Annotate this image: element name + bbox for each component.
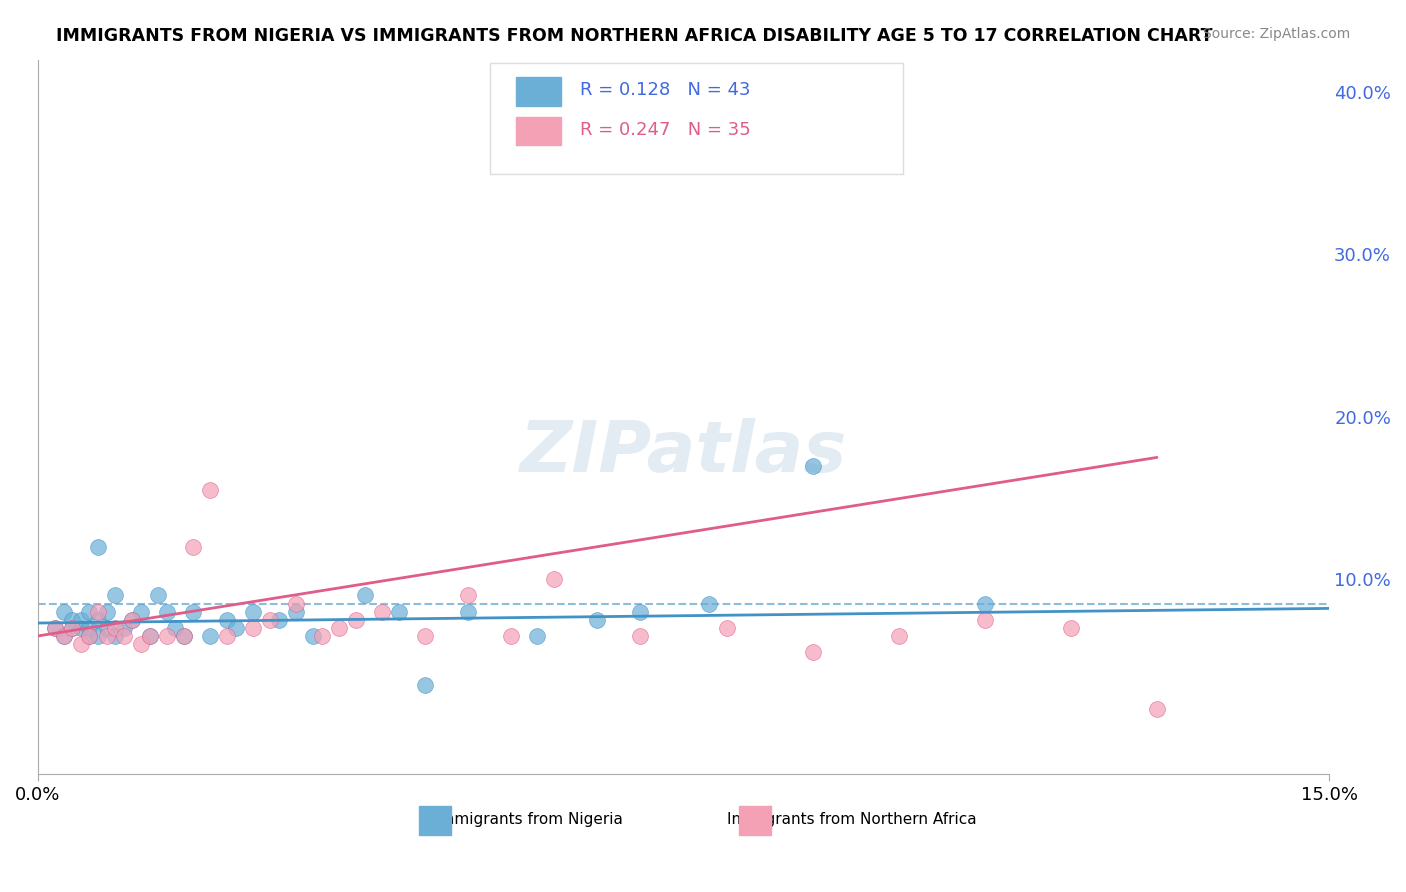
Point <box>457 589 479 603</box>
Point <box>104 629 127 643</box>
Point <box>328 621 350 635</box>
Point <box>302 629 325 643</box>
Point <box>887 629 910 643</box>
Point <box>52 605 75 619</box>
Point <box>52 629 75 643</box>
Point <box>1146 702 1168 716</box>
Point <box>628 605 651 619</box>
Point <box>87 629 110 643</box>
Point <box>526 629 548 643</box>
Point <box>156 605 179 619</box>
Point <box>181 605 204 619</box>
Point <box>285 605 308 619</box>
Point <box>69 613 91 627</box>
Bar <box>740 806 772 835</box>
Point <box>52 629 75 643</box>
Text: R = 0.128   N = 43: R = 0.128 N = 43 <box>581 81 751 99</box>
Point <box>112 621 135 635</box>
Text: Source: ZipAtlas.com: Source: ZipAtlas.com <box>1202 27 1350 41</box>
Point <box>354 589 377 603</box>
Point <box>60 621 83 635</box>
Point <box>801 645 824 659</box>
Point <box>156 629 179 643</box>
Text: ZIPatlas: ZIPatlas <box>520 418 848 487</box>
Point <box>87 605 110 619</box>
Point <box>501 629 523 643</box>
Point <box>311 629 333 643</box>
Point <box>697 597 720 611</box>
Point <box>973 597 995 611</box>
Point <box>96 629 118 643</box>
Point <box>79 605 101 619</box>
Point <box>242 621 264 635</box>
Point <box>121 613 143 627</box>
Point <box>79 629 101 643</box>
Point <box>371 605 394 619</box>
Point <box>79 621 101 635</box>
Bar <box>516 117 561 145</box>
Point <box>413 678 436 692</box>
Point <box>217 629 239 643</box>
Point <box>104 621 127 635</box>
Point <box>242 605 264 619</box>
Point <box>267 613 290 627</box>
Point <box>586 613 609 627</box>
Point <box>173 629 195 643</box>
Point <box>129 605 152 619</box>
Point <box>104 589 127 603</box>
Point <box>165 621 187 635</box>
Point <box>87 540 110 554</box>
Point <box>413 629 436 643</box>
Point <box>217 613 239 627</box>
Point <box>129 637 152 651</box>
Point <box>79 629 101 643</box>
Point <box>716 621 738 635</box>
Point <box>138 629 160 643</box>
Point <box>1060 621 1083 635</box>
Point <box>148 589 170 603</box>
Point <box>121 613 143 627</box>
Point <box>344 613 367 627</box>
Point <box>285 597 308 611</box>
Point <box>44 621 66 635</box>
Point <box>225 621 247 635</box>
Point <box>96 605 118 619</box>
Point <box>973 613 995 627</box>
Point <box>60 613 83 627</box>
Point <box>181 540 204 554</box>
Point <box>801 458 824 473</box>
Point <box>628 629 651 643</box>
Point <box>457 605 479 619</box>
Point <box>388 605 411 619</box>
Text: R = 0.247   N = 35: R = 0.247 N = 35 <box>581 120 751 138</box>
Bar <box>489 63 903 174</box>
Point <box>173 629 195 643</box>
Point <box>69 621 91 635</box>
Point <box>87 613 110 627</box>
Point <box>112 629 135 643</box>
Point <box>44 621 66 635</box>
Point <box>138 629 160 643</box>
Text: IMMIGRANTS FROM NIGERIA VS IMMIGRANTS FROM NORTHERN AFRICA DISABILITY AGE 5 TO 1: IMMIGRANTS FROM NIGERIA VS IMMIGRANTS FR… <box>56 27 1213 45</box>
Point <box>96 621 118 635</box>
Text: Immigrants from Nigeria: Immigrants from Nigeria <box>434 812 623 827</box>
Text: Immigrants from Northern Africa: Immigrants from Northern Africa <box>727 812 976 827</box>
Point <box>60 621 83 635</box>
Point <box>198 629 221 643</box>
Point <box>69 637 91 651</box>
Bar <box>419 806 451 835</box>
Point <box>259 613 281 627</box>
Point <box>543 572 565 586</box>
Point <box>198 483 221 497</box>
Bar <box>516 78 561 106</box>
